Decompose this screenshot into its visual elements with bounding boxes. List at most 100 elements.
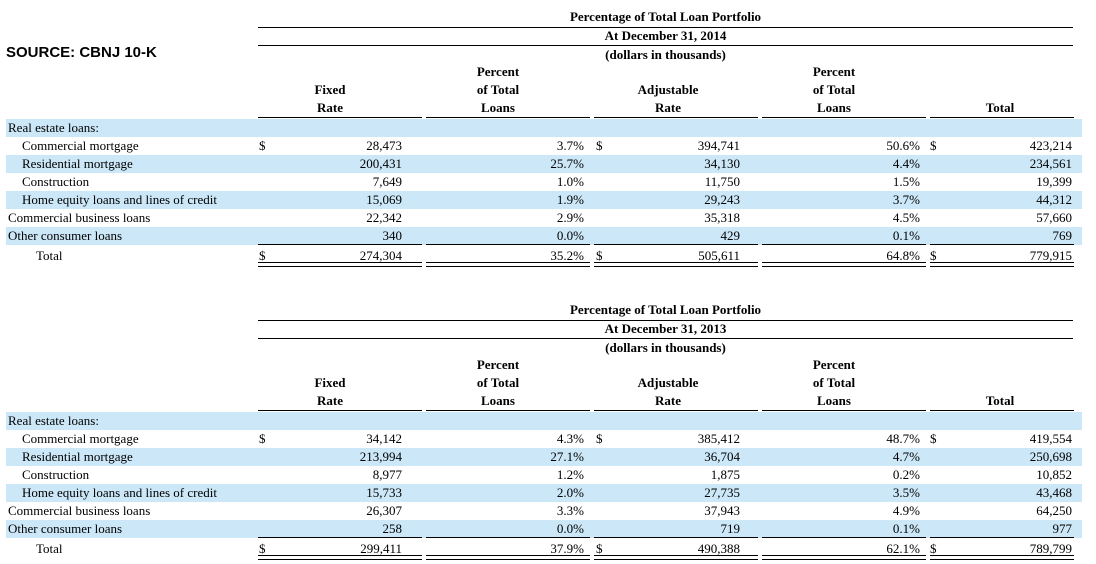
table-row: Commercial business loans 26,307 3.3% 37… — [0, 502, 1096, 520]
table-row: Residential mortgage 213,994 27.1% 36,70… — [0, 448, 1096, 466]
total-value: 64,250 — [1036, 503, 1072, 518]
total-value: 10,852 — [1036, 467, 1072, 482]
fixed-value: 200,431 — [359, 156, 402, 171]
adjustable-percent: 3.5% — [892, 485, 920, 500]
fixed-percent: 35.2% — [550, 248, 584, 263]
adjustable-value: 36,704 — [704, 449, 740, 464]
adjustable-value: 505,611 — [698, 248, 740, 263]
row-label: Commercial business loans — [8, 210, 151, 225]
table-row: Home equity loans and lines of credit 15… — [0, 191, 1096, 209]
header-of-total-adj: of Total — [812, 82, 856, 97]
fixed-value: 7,649 — [372, 174, 402, 189]
table-row: Home equity loans and lines of credit 15… — [0, 484, 1096, 502]
fixed-percent: 4.3% — [556, 431, 584, 446]
source-label: SOURCE: CBNJ 10-K — [6, 44, 157, 61]
adjustable-percent: 4.4% — [892, 156, 920, 171]
total-value: 779,915 — [1029, 248, 1072, 263]
fixed-percent: 1.0% — [556, 174, 584, 189]
section-label: Real estate loans: — [8, 413, 99, 428]
dollar-sign: $ — [596, 248, 603, 263]
adjustable-value: 719 — [720, 521, 741, 536]
adjustable-value: 29,243 — [704, 192, 740, 207]
header-total: Total — [985, 100, 1015, 115]
fixed-value: 15,733 — [366, 485, 402, 500]
total-value: 977 — [1052, 521, 1073, 536]
row-label: Total — [36, 248, 63, 263]
total-value: 423,214 — [1029, 138, 1072, 153]
fixed-value: 22,342 — [366, 210, 402, 225]
adjustable-value: 34,130 — [704, 156, 740, 171]
fixed-percent: 2.0% — [556, 485, 584, 500]
row-label: Commercial mortgage — [22, 138, 139, 153]
adjustable-percent: 0.2% — [892, 467, 920, 482]
header-fixed-rate: Rate — [317, 100, 343, 115]
header-of-total: of Total — [476, 82, 520, 97]
table-row: Residential mortgage 200,431 25.7% 34,13… — [0, 155, 1096, 173]
adjustable-value: 1,875 — [710, 467, 740, 482]
adjustable-percent: 4.5% — [892, 210, 920, 225]
fixed-value: 26,307 — [366, 503, 402, 518]
dollar-sign: $ — [930, 431, 937, 446]
row-label: Residential mortgage — [22, 156, 133, 171]
total-value: 769 — [1052, 228, 1073, 243]
table-date: At December 31, 2014 — [604, 28, 727, 43]
row-label: Other consumer loans — [8, 228, 123, 243]
fixed-percent: 3.7% — [556, 138, 584, 153]
header-percent-adj: Percent — [812, 64, 856, 79]
row-label: Construction — [22, 174, 90, 189]
adjustable-percent: 0.1% — [892, 521, 920, 536]
row-label: Residential mortgage — [22, 449, 133, 464]
row-label: Total — [36, 541, 63, 556]
adjustable-percent: 48.7% — [886, 431, 920, 446]
fixed-percent: 25.7% — [550, 156, 584, 171]
header-percent-adj: Percent — [812, 357, 856, 372]
total-value: 57,660 — [1036, 210, 1072, 225]
row-label: Commercial business loans — [8, 503, 151, 518]
fixed-value: 340 — [382, 228, 403, 243]
header-fixed: Fixed — [314, 375, 346, 390]
fixed-value: 274,304 — [359, 248, 402, 263]
adjustable-percent: 1.5% — [892, 174, 920, 189]
header-percent: Percent — [476, 357, 520, 372]
dollar-sign: $ — [930, 541, 937, 556]
table-row: Other consumer loans 258 0.0% 719 0.1% 9… — [0, 520, 1096, 538]
header-adjustable-rate: Rate — [655, 393, 681, 408]
adjustable-percent: 3.7% — [892, 192, 920, 207]
table-units: (dollars in thousands) — [605, 340, 726, 355]
dollar-sign: $ — [930, 138, 937, 153]
dollar-sign: $ — [259, 431, 266, 446]
header-loans: Loans — [481, 100, 515, 115]
dollar-sign: $ — [930, 248, 937, 263]
row-label: Other consumer loans — [8, 521, 123, 536]
total-value: 789,799 — [1029, 541, 1072, 556]
dollar-sign: $ — [596, 541, 603, 556]
adjustable-percent: 4.7% — [892, 449, 920, 464]
table-row: Construction 8,977 1.2% 1,875 0.2% 10,85… — [0, 466, 1096, 484]
fixed-percent: 1.9% — [556, 192, 584, 207]
row-label: Home equity loans and lines of credit — [22, 485, 217, 500]
header-of-total-adj: of Total — [812, 375, 856, 390]
total-row: Total $ 299,411 37.9% $ 490,388 62.1% $ … — [0, 540, 1096, 558]
adjustable-percent: 50.6% — [886, 138, 920, 153]
table-title: Percentage of Total Loan Portfolio — [569, 302, 762, 317]
header-adjustable-rate: Rate — [655, 100, 681, 115]
adjustable-value: 27,735 — [704, 485, 740, 500]
dollar-sign: $ — [259, 248, 266, 263]
header-adjustable: Adjustable — [637, 375, 699, 390]
dollar-sign: $ — [596, 138, 603, 153]
fixed-percent: 27.1% — [550, 449, 584, 464]
total-value: 19,399 — [1036, 174, 1072, 189]
total-row: Total $ 274,304 35.2% $ 505,611 64.8% $ … — [0, 247, 1096, 265]
header-fixed-rate: Rate — [317, 393, 343, 408]
table-row: Commercial mortgage $ 28,473 3.7% $ 394,… — [0, 137, 1096, 155]
fixed-percent: 0.0% — [556, 521, 584, 536]
header-adjustable: Adjustable — [637, 82, 699, 97]
dollar-sign: $ — [259, 541, 266, 556]
table-row: Construction 7,649 1.0% 11,750 1.5% 19,3… — [0, 173, 1096, 191]
adjustable-percent: 4.9% — [892, 503, 920, 518]
adjustable-percent: 64.8% — [886, 248, 920, 263]
adjustable-percent: 0.1% — [892, 228, 920, 243]
total-value: 44,312 — [1036, 192, 1072, 207]
row-label: Commercial mortgage — [22, 431, 139, 446]
fixed-value: 299,411 — [360, 541, 402, 556]
